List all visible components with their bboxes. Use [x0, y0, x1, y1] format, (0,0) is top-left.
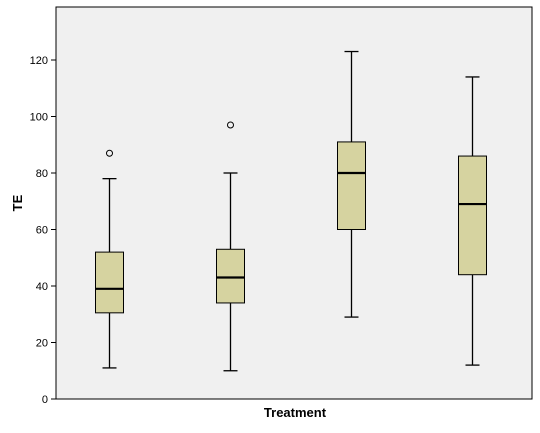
box-2: [216, 121, 245, 372]
y-tick-label: 100: [30, 112, 48, 124]
x-axis-title: Treatment: [264, 405, 327, 420]
y-tick-label: 40: [36, 281, 48, 293]
iqr-box: [95, 251, 124, 314]
box-4: [458, 76, 487, 366]
y-axis: 0 20 40 60 80 100 120: [30, 55, 56, 406]
plot-area: [55, 6, 533, 400]
iqr-box: [216, 248, 245, 304]
y-tick-label: 120: [30, 55, 48, 67]
y-tick-label: 20: [36, 338, 48, 350]
outlier-point: [106, 149, 113, 157]
iqr-box: [458, 155, 487, 276]
y-tick-label: 60: [36, 225, 48, 237]
y-tick-label: 0: [42, 394, 48, 406]
outlier-point: [227, 121, 234, 129]
box-1: [95, 149, 124, 369]
box-3: [337, 50, 366, 318]
boxes-group: [95, 50, 487, 372]
y-axis-title: TE: [10, 194, 25, 211]
iqr-box: [337, 141, 366, 230]
y-tick-label: 80: [36, 168, 48, 180]
